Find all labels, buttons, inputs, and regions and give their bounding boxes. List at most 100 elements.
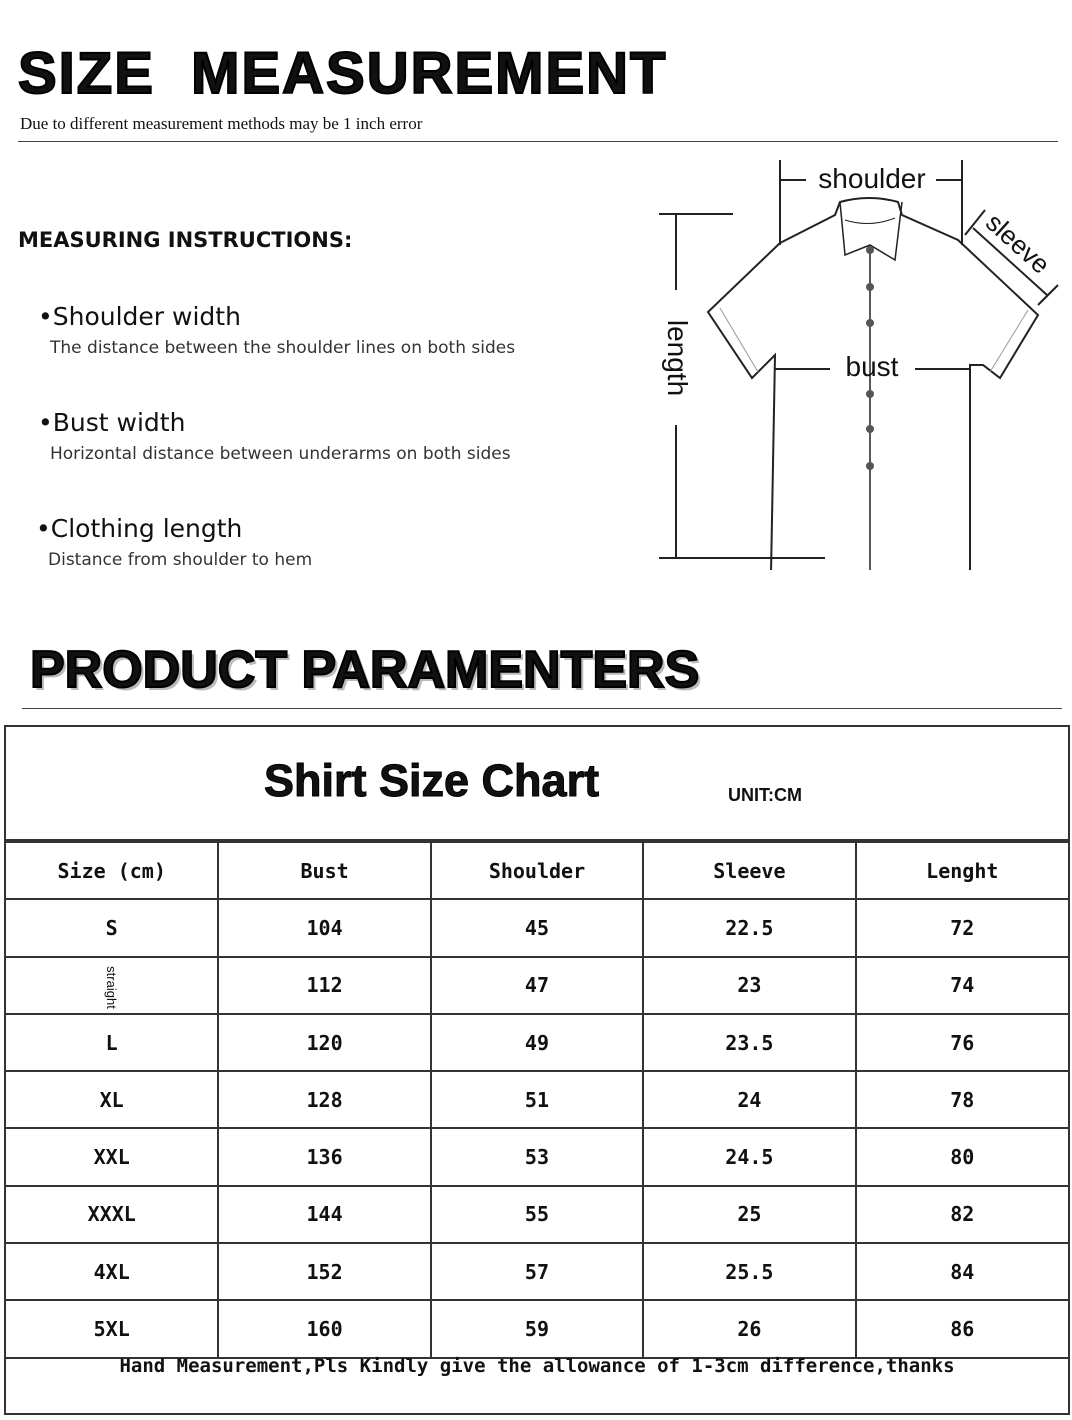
shirt-diagram: shoulder length bust sleeve [659, 160, 1059, 570]
section-title: PRODUCT PARAMENTERS [29, 640, 700, 700]
instruction-title: •Bust width [38, 408, 186, 437]
table-cell: 24.5 [642, 1127, 857, 1187]
cell-text: S [105, 915, 118, 940]
table-cell: 136 [217, 1127, 432, 1187]
cell-text: 4XL [93, 1259, 130, 1284]
cell-text: 74 [950, 973, 975, 998]
instruction-title: •Clothing length [36, 514, 243, 543]
table-cell: 82 [854, 1184, 1068, 1245]
cell-text: Shoulder [488, 858, 586, 883]
divider [18, 141, 1058, 142]
length-measure: length [659, 213, 825, 559]
cell-text: 80 [950, 1145, 975, 1170]
length-label: length [662, 320, 693, 396]
cell-text: 5XL [93, 1317, 130, 1342]
table-cell: XXL [6, 1127, 220, 1187]
cell-text: XL [99, 1087, 124, 1112]
table-cell: 76 [854, 1012, 1068, 1073]
cell-text: 47 [524, 973, 550, 998]
table-row: XL 128 51 24 78 [6, 1070, 1068, 1130]
table-cell: 57 [429, 1242, 645, 1302]
cell-text: 59 [524, 1317, 550, 1342]
table-cell: 23 [642, 955, 857, 1015]
cell-text: Sleeve [713, 858, 786, 883]
cell-text: 53 [524, 1145, 550, 1170]
cell-text: 24 [737, 1087, 762, 1112]
cell-text: L [105, 1030, 118, 1055]
table-cell: 4XL [6, 1242, 220, 1302]
column-header: Sleeve [642, 840, 857, 901]
table-row: L 120 49 23.5 76 [6, 1012, 1068, 1073]
cell-text: 57 [524, 1259, 550, 1284]
table-cell: 144 [217, 1184, 432, 1245]
cell-text: 23.5 [725, 1030, 774, 1055]
cell-text: straight [104, 966, 120, 1010]
cell-text: 22.5 [725, 915, 774, 940]
table-cell: 24 [642, 1070, 857, 1130]
chart-title: Shirt Size Chart [263, 755, 600, 807]
table-row: 4XL 152 57 25.5 84 [6, 1242, 1068, 1302]
column-header: Lenght [854, 840, 1068, 901]
table-row: straight 112 47 23 74 [6, 955, 1068, 1015]
divider [22, 708, 1062, 709]
cell-text: 128 [306, 1087, 343, 1112]
table-cell: 23.5 [642, 1012, 857, 1073]
cell-text: 136 [306, 1145, 343, 1170]
shirt-outline [706, 197, 1040, 570]
instruction-desc: Horizontal distance between underarms on… [50, 444, 511, 464]
cell-text: 104 [306, 915, 343, 940]
table-cell: 51 [429, 1070, 645, 1130]
table-row: XXL 136 53 24.5 80 [6, 1127, 1068, 1187]
instructions-heading: MEASURING INSTRUCTIONS: [18, 228, 353, 252]
size-chart: Shirt Size Chart UNIT:CM Size (cm) Bust Sh… [4, 725, 1070, 1415]
table-cell: XL [6, 1070, 220, 1130]
cell-text: 55 [524, 1202, 550, 1227]
cell-text: 76 [950, 1030, 975, 1055]
cell-text: 25.5 [725, 1259, 774, 1284]
table-cell: L [6, 1012, 220, 1073]
cell-text: 82 [950, 1202, 975, 1227]
table-cell: 112 [217, 955, 432, 1015]
table-cell: 53 [429, 1127, 645, 1187]
cell-text: XXXL [87, 1202, 136, 1227]
table-cell: 152 [217, 1242, 432, 1302]
table-cell: 22.5 [642, 898, 857, 958]
table-cell: 128 [217, 1070, 432, 1130]
table-row: 5XL 160 59 26 86 [6, 1299, 1068, 1359]
table-cell: 74 [854, 955, 1068, 1015]
instruction-desc: The distance between the shoulder lines … [50, 338, 516, 358]
cell-text: 23 [737, 973, 762, 998]
table-cell: straight [6, 955, 220, 1015]
table-row: S 104 45 22.5 72 [6, 898, 1068, 958]
page-title: SIZE MEASUREMENT [17, 40, 668, 107]
table-cell: XXXL [6, 1184, 220, 1245]
cell-text: Size (cm) [57, 858, 166, 883]
table-row: XXXL 144 55 25 82 [6, 1184, 1068, 1245]
cell-text: 120 [306, 1030, 343, 1055]
column-header: Size (cm) [6, 840, 220, 901]
size-table: Size (cm) Bust Shoulder Sleeve Lenght S 104 45 2… [6, 840, 1068, 1359]
cell-text: Lenght [926, 858, 999, 883]
cell-text: 144 [306, 1202, 343, 1227]
subtitle: Due to different measurement methods may… [20, 114, 423, 133]
cell-text: XXL [93, 1145, 130, 1170]
table-cell: 25.5 [642, 1242, 857, 1302]
table-cell: 120 [217, 1012, 432, 1073]
column-header: Shoulder [429, 840, 645, 901]
cell-text: 152 [306, 1259, 343, 1284]
cell-text: 51 [524, 1087, 550, 1112]
table-cell: 55 [429, 1184, 645, 1245]
chart-unit: UNIT:CM [728, 785, 802, 805]
table-cell: 49 [429, 1012, 645, 1073]
shoulder-label: shoulder [818, 163, 925, 194]
cell-text: 84 [950, 1259, 975, 1284]
cell-text: 72 [950, 915, 975, 940]
table-cell: 86 [854, 1299, 1068, 1359]
chart-footer-note: Hand Measurement,Pls Kindly give the all… [119, 1355, 955, 1377]
shoulder-measure: shoulder [779, 160, 963, 245]
instruction-desc: Distance from shoulder to hem [48, 550, 313, 570]
table-cell: 78 [854, 1070, 1068, 1130]
cell-text: 49 [524, 1030, 550, 1055]
chart-header: Shirt Size Chart UNIT:CM [6, 727, 1068, 841]
instruction-title: •Shoulder width [38, 302, 241, 331]
